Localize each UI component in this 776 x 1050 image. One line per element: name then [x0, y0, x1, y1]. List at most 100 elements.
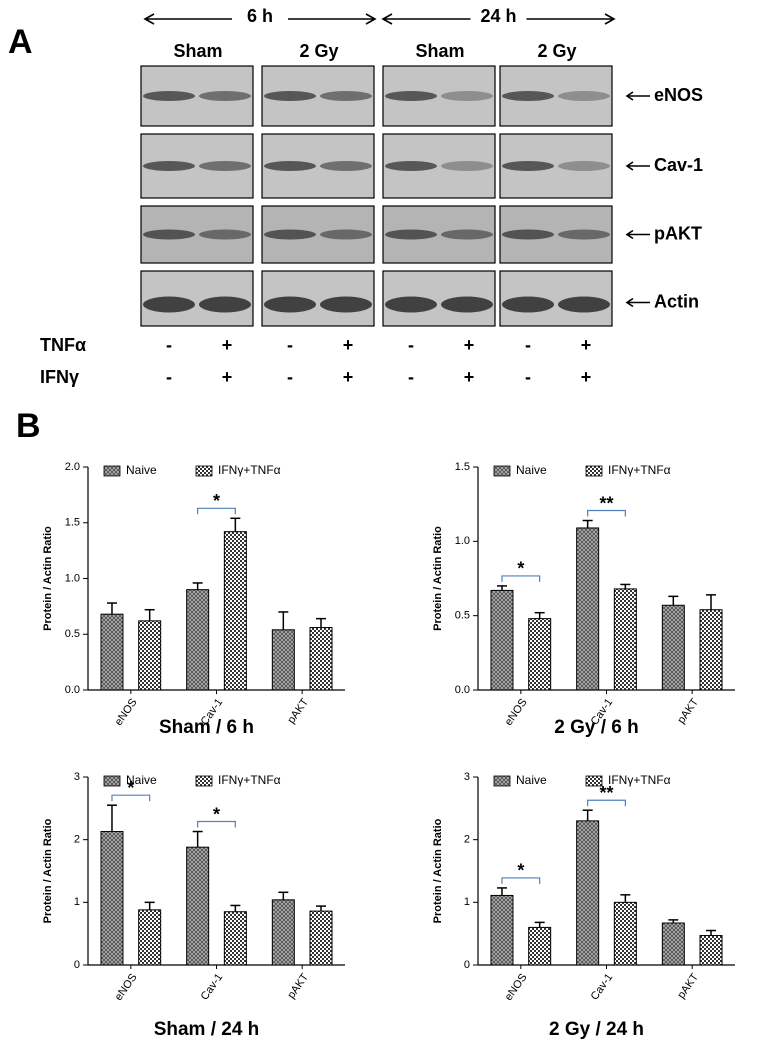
chart-title: 2 Gy / 24 h	[549, 1019, 644, 1040]
protein-arrow	[625, 229, 650, 240]
band	[199, 161, 251, 171]
bar	[490, 894, 514, 966]
band	[558, 91, 610, 101]
y-tick-label: 3	[74, 771, 80, 783]
bar	[699, 935, 723, 966]
bar	[309, 910, 333, 966]
bar	[186, 846, 210, 966]
band	[143, 229, 195, 240]
band	[199, 296, 251, 313]
bar	[100, 831, 124, 966]
significance-bracket	[501, 575, 541, 582]
treatment-sign: +	[343, 335, 354, 355]
significance-label: **	[599, 783, 613, 803]
bar	[528, 618, 552, 691]
band	[264, 161, 316, 171]
y-axis-label: Protein / Actin Ratio	[432, 818, 444, 923]
band	[558, 161, 610, 171]
treatment-sign: +	[222, 367, 233, 387]
y-axis-label: Protein / Actin Ratio	[42, 526, 54, 631]
band	[502, 91, 554, 101]
y-tick-label: 1.5	[455, 461, 470, 473]
bar	[699, 609, 723, 691]
legend-label: Naive	[516, 773, 547, 787]
bar	[576, 527, 600, 691]
legend-swatch	[103, 775, 121, 787]
protein-arrow	[625, 297, 650, 308]
group-label: 2 Gy	[299, 41, 338, 61]
treatment-sign: +	[581, 335, 592, 355]
legend-label: IFNγ+TNFα	[218, 463, 281, 477]
treatment-label: TNFα	[40, 335, 86, 355]
legend-swatch	[195, 465, 213, 477]
x-tick-label: Cav-1	[589, 972, 616, 1003]
x-tick-label: eNOS	[503, 697, 530, 728]
y-tick-label: 0.0	[455, 684, 470, 696]
legend-label: Naive	[516, 463, 547, 477]
band	[320, 229, 372, 240]
band	[199, 91, 251, 101]
band	[502, 161, 554, 171]
band	[264, 296, 316, 313]
bar	[576, 820, 600, 966]
treatment-sign: +	[343, 367, 354, 387]
treatment-label: IFNγ	[40, 367, 79, 387]
legend-swatch	[493, 775, 511, 787]
bar	[223, 911, 247, 966]
significance-bracket	[587, 799, 626, 807]
significance-label: *	[127, 778, 134, 798]
band	[143, 161, 195, 171]
treatment-sign: +	[581, 367, 592, 387]
protein-arrow	[625, 91, 650, 101]
treatment-sign: -	[525, 367, 531, 387]
band	[502, 296, 554, 313]
x-tick-label: pAKT	[675, 696, 701, 726]
legend-swatch	[493, 465, 511, 477]
band	[558, 296, 610, 313]
x-tick-label: eNOS	[113, 697, 140, 728]
band	[385, 229, 437, 240]
significance-bracket	[197, 820, 236, 828]
significance-bracket	[501, 877, 541, 884]
band	[385, 161, 437, 171]
band	[264, 229, 316, 240]
y-tick-label: 0.0	[65, 684, 80, 696]
band	[558, 229, 610, 240]
x-tick-label: Cav-1	[199, 972, 226, 1003]
treatment-sign: -	[408, 367, 414, 387]
x-tick-label: eNOS	[113, 972, 140, 1003]
treatment-sign: -	[166, 367, 172, 387]
group-label: 2 Gy	[537, 41, 576, 61]
bar	[186, 589, 210, 691]
legend-label: Naive	[126, 463, 157, 477]
y-axis-label: Protein / Actin Ratio	[42, 818, 54, 923]
band	[441, 91, 493, 101]
protein-label: Actin	[654, 291, 699, 311]
bar	[309, 627, 333, 691]
treatment-sign: +	[464, 367, 475, 387]
y-tick-label: 0	[464, 959, 470, 971]
legend-label: Naive	[126, 773, 157, 787]
band	[502, 229, 554, 240]
treatment-sign: +	[464, 335, 475, 355]
band	[385, 91, 437, 101]
y-tick-label: 1.0	[65, 572, 80, 584]
treatment-sign: +	[222, 335, 233, 355]
y-tick-label: 0	[74, 959, 80, 971]
group-label: Sham	[415, 41, 464, 61]
time-label-bg	[232, 6, 288, 28]
band	[320, 91, 372, 101]
treatment-sign: -	[525, 335, 531, 355]
treatment-sign: -	[287, 367, 293, 387]
bar	[661, 604, 685, 691]
band	[143, 91, 195, 101]
x-tick-label: pAKT	[675, 971, 701, 1001]
band	[264, 91, 316, 101]
band	[385, 296, 437, 313]
legend-swatch	[195, 775, 213, 787]
significance-label: *	[517, 861, 524, 881]
y-tick-label: 1.5	[65, 517, 80, 529]
band	[320, 161, 372, 171]
protein-label: pAKT	[654, 223, 702, 243]
y-tick-label: 0.5	[65, 628, 80, 640]
